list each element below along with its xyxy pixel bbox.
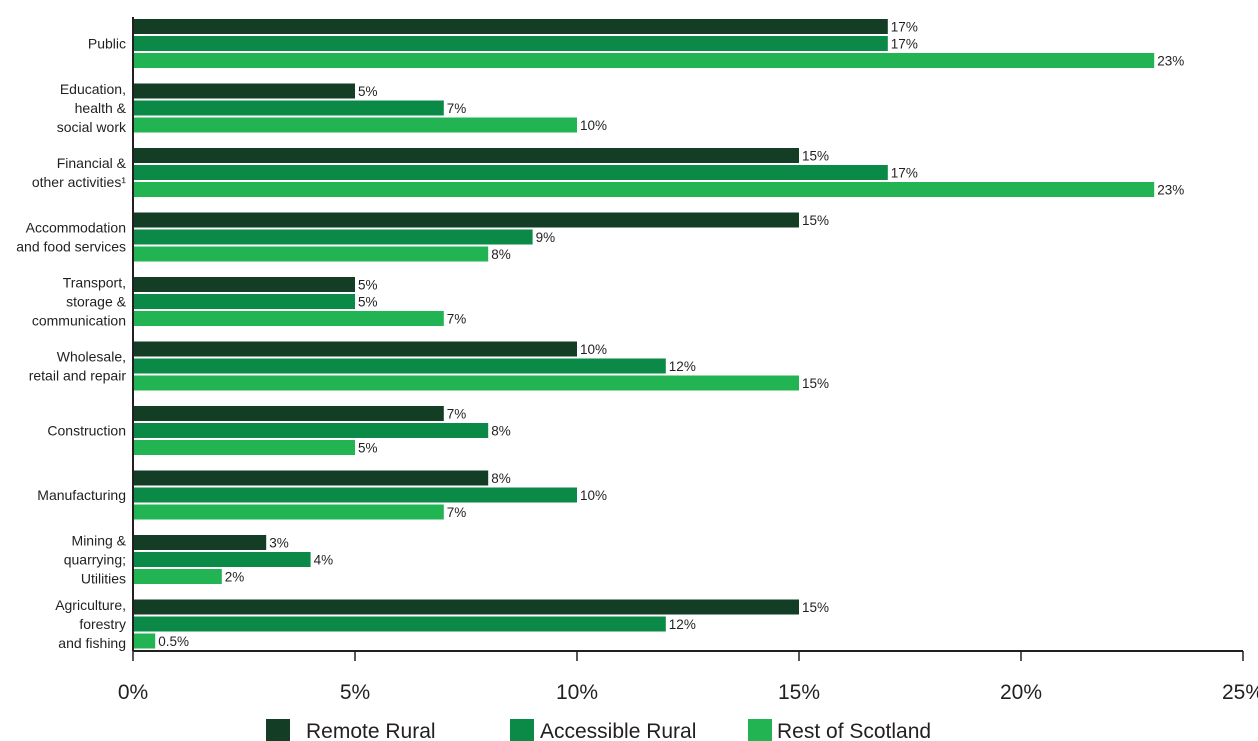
- axes-layer: 0% 5% 10% 15% 20% 25%: [118, 17, 1258, 704]
- category-labels-layer: Public Education, health & social work Finan…: [16, 36, 127, 652]
- data-label: 15%: [802, 149, 829, 164]
- data-label: 2%: [225, 570, 245, 585]
- data-label: 9%: [536, 230, 556, 245]
- bar-rest-of-scotland: [133, 633, 156, 649]
- data-label: 7%: [447, 101, 467, 116]
- data-label: 8%: [491, 247, 511, 262]
- bar-accessible-rural: [133, 358, 666, 374]
- data-label: 4%: [314, 553, 334, 568]
- data-label: 12%: [669, 617, 696, 632]
- legend-label: Accessible Rural: [540, 720, 696, 741]
- bar-rest-of-scotland: [133, 246, 489, 262]
- value-labels-layer: 17% 17% 23% 5% 7% 10% 15% 17% 23% 15% 9% 8% 5% 5% 7% 10…: [158, 20, 1184, 650]
- category-label: Financial & other activities¹: [32, 155, 127, 190]
- bar-rest-of-scotland: [133, 182, 1155, 197]
- bar-remote-rural: [133, 19, 888, 34]
- data-label: 7%: [447, 407, 467, 422]
- bar-remote-rural: [133, 277, 355, 292]
- bar-remote-rural: [133, 406, 444, 421]
- bar-remote-rural: [133, 535, 267, 550]
- bar-accessible-rural: [133, 100, 444, 116]
- category-label: Public: [88, 36, 126, 52]
- data-label: 3%: [269, 536, 289, 551]
- data-label: 12%: [669, 359, 696, 374]
- data-label: 17%: [891, 37, 918, 52]
- category-label: Education, health & social work: [57, 81, 127, 135]
- x-tick-label: 10%: [556, 681, 598, 704]
- bar-rest-of-scotland: [133, 569, 222, 584]
- bar-accessible-rural: [133, 229, 533, 245]
- x-tick-label: 20%: [1000, 681, 1042, 704]
- data-label: 5%: [358, 295, 378, 310]
- data-label: 7%: [447, 312, 467, 327]
- x-tick-label: 0%: [118, 681, 148, 704]
- data-label: 10%: [580, 118, 607, 133]
- legend: Remote Rural Accessible Rural Rest of Scot…: [266, 719, 931, 741]
- x-tick-label: 25%: [1222, 681, 1258, 704]
- legend-swatch-rest-of-scotland: [748, 719, 772, 741]
- bar-rest-of-scotland: [133, 311, 444, 326]
- x-tick-label: 5%: [340, 681, 370, 704]
- data-label: 15%: [802, 600, 829, 615]
- bar-remote-rural: [133, 341, 577, 357]
- data-label: 5%: [358, 441, 378, 456]
- bar-remote-rural: [133, 148, 799, 163]
- bar-accessible-rural: [133, 165, 888, 180]
- category-label: Mining & quarrying; Utilities: [64, 533, 127, 587]
- data-label: 8%: [491, 424, 511, 439]
- bar-accessible-rural: [133, 423, 489, 438]
- category-label: Wholesale, retail and repair: [29, 349, 127, 384]
- category-label: Manufacturing: [37, 487, 126, 503]
- data-label: 23%: [1157, 54, 1184, 69]
- data-label: 23%: [1157, 183, 1184, 198]
- bar-remote-rural: [133, 470, 489, 486]
- legend-swatch-accessible-rural: [510, 719, 534, 741]
- data-label: 15%: [802, 376, 829, 391]
- data-label: 15%: [802, 213, 829, 228]
- data-label: 8%: [491, 471, 511, 486]
- legend-label: Rest of Scotland: [777, 720, 931, 741]
- category-label: Transport, storage & communication: [32, 275, 127, 329]
- data-label: 0.5%: [158, 634, 189, 649]
- bar-accessible-rural: [133, 487, 577, 503]
- bars-layer: [133, 19, 1155, 649]
- data-label: 10%: [580, 342, 607, 357]
- bar-rest-of-scotland: [133, 53, 1155, 68]
- bar-remote-rural: [133, 599, 799, 615]
- bar-accessible-rural: [133, 552, 311, 567]
- bar-rest-of-scotland: [133, 375, 799, 391]
- bar-accessible-rural: [133, 36, 888, 51]
- legend-label: Remote Rural: [306, 720, 436, 741]
- bar-rest-of-scotland: [133, 440, 355, 455]
- bar-remote-rural: [133, 83, 355, 99]
- bar-accessible-rural: [133, 294, 355, 309]
- data-label: 17%: [891, 166, 918, 181]
- category-label: Construction: [47, 423, 126, 439]
- data-label: 5%: [358, 84, 378, 99]
- bar-remote-rural: [133, 212, 799, 228]
- category-label: Accommodation and food services: [16, 220, 126, 255]
- bar-rest-of-scotland: [133, 504, 444, 520]
- data-label: 10%: [580, 488, 607, 503]
- bar-rest-of-scotland: [133, 117, 577, 133]
- category-label: Agriculture, forestry and fishing: [55, 597, 126, 651]
- x-tick-label: 15%: [778, 681, 820, 704]
- data-label: 17%: [891, 20, 918, 35]
- bar-accessible-rural: [133, 616, 666, 632]
- data-label: 5%: [358, 278, 378, 293]
- legend-swatch-remote-rural: [266, 719, 290, 741]
- data-label: 7%: [447, 505, 467, 520]
